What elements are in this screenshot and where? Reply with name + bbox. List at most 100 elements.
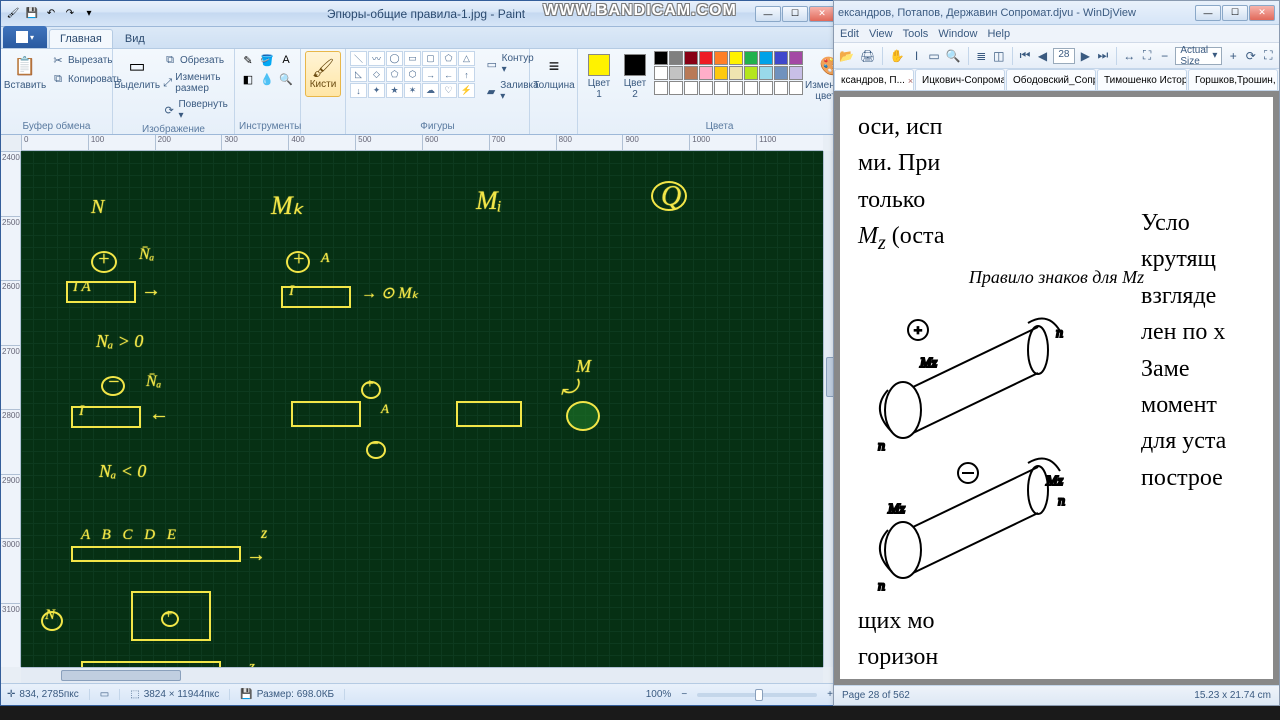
palette-swatch[interactable] — [699, 66, 713, 80]
djvu-close-button[interactable]: ✕ — [1249, 5, 1275, 21]
djvu-tab[interactable]: Ицкович-Сопромат.djvu× — [915, 69, 1005, 90]
palette-swatch[interactable] — [684, 51, 698, 65]
shape-callout[interactable]: ☁ — [422, 83, 439, 98]
redo-icon[interactable]: ↷ — [62, 6, 78, 22]
crop-button[interactable]: ⧉Обрезать — [159, 51, 233, 69]
menu-item[interactable]: Help — [987, 28, 1010, 40]
select-button[interactable]: ▭ Выделить — [117, 51, 157, 94]
shape-uarrow[interactable]: ↑ — [458, 67, 475, 82]
menu-item[interactable]: Window — [938, 28, 977, 40]
zoom-mode-select[interactable]: Actual Size ▾ — [1175, 47, 1222, 65]
djvu-tab[interactable]: Тимошенко История с...× — [1097, 69, 1187, 90]
menu-item[interactable]: View — [869, 28, 893, 40]
shape-star4[interactable]: ✦ — [368, 83, 385, 98]
shape-line[interactable]: ＼ — [350, 51, 367, 66]
picker-tool[interactable]: 💧 — [258, 70, 276, 88]
open-icon[interactable]: 📂 — [838, 46, 855, 66]
continuous-icon[interactable]: ≣ — [974, 46, 988, 66]
shape-oval[interactable]: ◯ — [386, 51, 403, 66]
palette-swatch[interactable] — [699, 51, 713, 65]
rotate-icon[interactable]: ⟳ — [1244, 46, 1258, 66]
fit-width-icon[interactable]: ↔ — [1122, 46, 1136, 66]
djvu-minimize-button[interactable]: — — [1195, 5, 1221, 21]
shape-rarrow[interactable]: → — [422, 67, 439, 82]
palette-swatch[interactable] — [654, 51, 668, 65]
paint-app-icon[interactable]: 🖌 — [5, 6, 21, 22]
zoom-in-icon[interactable]: + — [1226, 46, 1240, 66]
djvu-tab[interactable]: Ободовский_Сопром...× — [1006, 69, 1096, 90]
color2-button[interactable]: Цвет 2 — [618, 51, 652, 103]
shape-rect[interactable]: ▭ — [404, 51, 421, 66]
palette-swatch[interactable] — [744, 51, 758, 65]
palette-swatch[interactable] — [789, 51, 803, 65]
shape-star5[interactable]: ★ — [386, 83, 403, 98]
palette-swatch[interactable] — [729, 66, 743, 80]
shape-gallery[interactable]: ＼ 〰 ◯ ▭ ▢ ⬠ △ ◺ ◇ ⬠ ⬡ → ← ↑ ↓ ✦ ★ — [350, 51, 475, 98]
palette-swatch[interactable] — [729, 51, 743, 65]
palette-swatch[interactable] — [789, 81, 803, 95]
palette-swatch[interactable] — [744, 66, 758, 80]
prev-page-icon[interactable]: ◀ — [1036, 46, 1050, 66]
horizontal-scrollbar[interactable] — [21, 667, 823, 683]
djvu-maximize-button[interactable]: ☐ — [1222, 5, 1248, 21]
tab-view[interactable]: Вид — [114, 29, 156, 48]
shape-darrow[interactable]: ↓ — [350, 83, 367, 98]
paste-button[interactable]: 📋 Вставить — [5, 51, 45, 94]
pencil-tool[interactable]: ✎ — [239, 51, 257, 69]
palette-swatch[interactable] — [759, 51, 773, 65]
palette-swatch[interactable] — [714, 81, 728, 95]
djvu-tab[interactable]: ксандров, П...× — [834, 69, 914, 90]
zoom-knob[interactable] — [755, 689, 763, 701]
shape-curve[interactable]: 〰 — [368, 51, 385, 66]
fill-tool[interactable]: 🪣 — [258, 51, 276, 69]
palette-swatch[interactable] — [699, 81, 713, 95]
djvu-page-viewport[interactable]: оси, исп ми. При только Mz Mz (оста(оста… — [834, 91, 1279, 685]
zoom-out-button[interactable]: − — [681, 689, 687, 700]
close-button[interactable]: ✕ — [809, 6, 835, 22]
canvas[interactable]: N Mₖ Mᵢ Q + N̄ₐ I A → + A I → ⊙ Mₖ Nₐ > … — [21, 151, 823, 667]
eraser-tool[interactable]: ◧ — [239, 70, 257, 88]
zoom-out-icon[interactable]: − — [1158, 46, 1172, 66]
first-page-icon[interactable]: ⏮ — [1018, 46, 1032, 66]
qat-dropdown-icon[interactable]: ▾ — [81, 6, 97, 22]
h-scroll-thumb[interactable] — [61, 670, 181, 681]
marquee-icon[interactable]: ▭ — [927, 46, 941, 66]
minimize-button[interactable]: — — [755, 6, 781, 22]
undo-icon[interactable]: ↶ — [43, 6, 59, 22]
shape-rtri[interactable]: ◺ — [350, 67, 367, 82]
shape-tri[interactable]: △ — [458, 51, 475, 66]
resize-button[interactable]: ⤢Изменить размер — [159, 70, 233, 96]
palette-swatch[interactable] — [684, 81, 698, 95]
select-text-icon[interactable]: I — [910, 46, 924, 66]
palette-swatch[interactable] — [744, 81, 758, 95]
last-page-icon[interactable]: ⏭ — [1096, 46, 1110, 66]
shape-larrow[interactable]: ← — [440, 67, 457, 82]
palette-swatch[interactable] — [759, 81, 773, 95]
shape-diamond[interactable]: ◇ — [368, 67, 385, 82]
menu-item[interactable]: Edit — [840, 28, 859, 40]
shape-pent[interactable]: ⬠ — [386, 67, 403, 82]
hand-icon[interactable]: ✋ — [889, 46, 906, 66]
palette-swatch[interactable] — [669, 51, 683, 65]
magnify-icon[interactable]: 🔍 — [945, 46, 962, 66]
facing-icon[interactable]: ◫ — [992, 46, 1006, 66]
palette-swatch[interactable] — [774, 81, 788, 95]
file-tab[interactable]: ▾ — [3, 26, 47, 48]
shape-bolt[interactable]: ⚡ — [458, 83, 475, 98]
palette-swatch[interactable] — [759, 66, 773, 80]
menu-item[interactable]: Tools — [903, 28, 929, 40]
text-tool[interactable]: A — [277, 51, 295, 69]
palette-swatch[interactable] — [654, 66, 668, 80]
palette-swatch[interactable] — [714, 51, 728, 65]
zoom-slider[interactable] — [697, 693, 817, 697]
palette-swatch[interactable] — [654, 81, 668, 95]
fullscreen-icon[interactable]: ⛶ — [1262, 46, 1276, 66]
shape-roundrect[interactable]: ▢ — [422, 51, 439, 66]
palette-swatch[interactable] — [669, 66, 683, 80]
size-button[interactable]: ≡ Толщина — [534, 51, 574, 94]
palette-swatch[interactable] — [714, 66, 728, 80]
rotate-button[interactable]: ⟳Повернуть ▾ — [159, 97, 233, 123]
shape-heart[interactable]: ♡ — [440, 83, 457, 98]
color1-button[interactable]: Цвет 1 — [582, 51, 616, 103]
maximize-button[interactable]: ☐ — [782, 6, 808, 22]
